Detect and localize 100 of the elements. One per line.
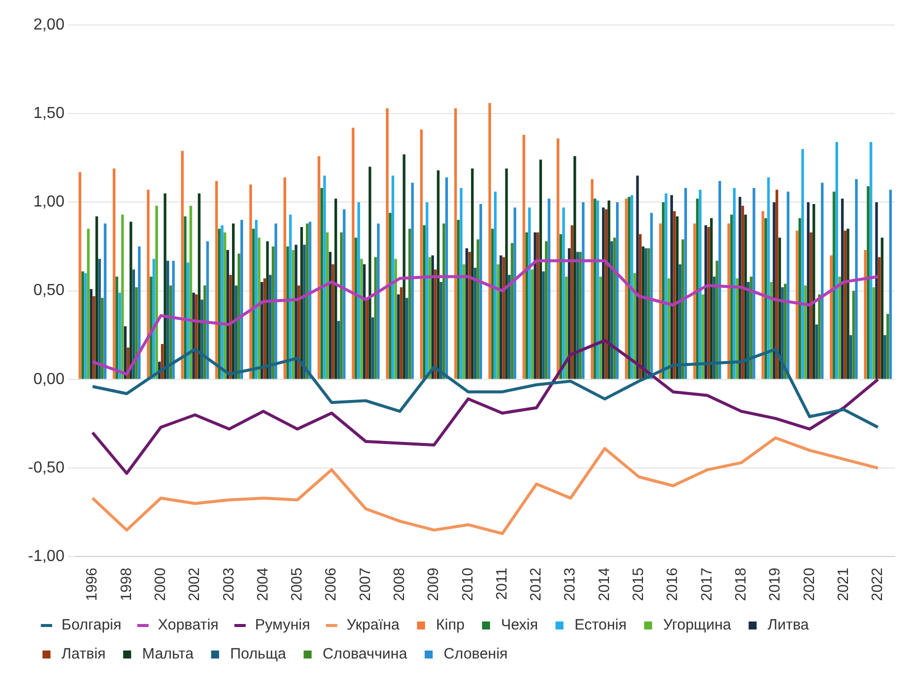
bar <box>733 188 736 379</box>
bar <box>659 223 662 379</box>
legend-label: Польща <box>230 646 287 663</box>
x-tick-label: 2016 <box>664 568 682 602</box>
bar <box>232 223 235 379</box>
bar <box>146 190 150 379</box>
bar <box>394 258 397 379</box>
bar <box>388 212 392 379</box>
bar <box>542 271 545 379</box>
y-tick-label: -0,50 <box>28 459 65 476</box>
bar <box>830 255 833 379</box>
bar <box>810 232 812 379</box>
bar <box>292 250 295 379</box>
bar <box>445 177 448 379</box>
bar <box>514 208 516 379</box>
bar <box>693 223 696 379</box>
bar <box>402 154 406 379</box>
x-tick-label: 1996 <box>84 568 101 602</box>
bar <box>172 260 175 379</box>
bar <box>400 287 403 379</box>
bar <box>84 273 87 379</box>
y-tick-label: 1,00 <box>33 194 65 211</box>
x-tick-label: 2012 <box>528 568 545 602</box>
bar <box>878 257 881 379</box>
bar <box>602 208 605 379</box>
bar <box>92 296 96 379</box>
x-tick-label: 2004 <box>254 568 272 602</box>
bar <box>866 186 870 379</box>
bar <box>636 176 639 379</box>
bar <box>849 335 852 379</box>
bar <box>135 287 138 379</box>
bar <box>818 294 821 379</box>
bar <box>479 204 482 379</box>
bar <box>673 211 676 379</box>
bar <box>544 241 548 379</box>
bar <box>880 238 884 379</box>
bar <box>548 198 550 379</box>
bar <box>738 196 742 379</box>
x-tick-label: 2015 <box>630 568 648 602</box>
x-tick-label: 2019 <box>766 568 784 602</box>
bar <box>354 238 358 379</box>
bar <box>352 128 354 379</box>
bar <box>283 177 286 379</box>
bar <box>594 198 596 379</box>
bar <box>525 232 528 379</box>
bar <box>104 223 106 379</box>
x-tick-label: 2010 <box>459 568 476 602</box>
bar <box>522 134 526 379</box>
bar <box>252 228 255 379</box>
bar <box>684 188 687 379</box>
bar <box>186 262 190 379</box>
bar <box>332 264 334 379</box>
bar <box>608 200 610 379</box>
bar <box>508 274 511 379</box>
y-tick-label: -1,00 <box>28 548 65 566</box>
y-tick-label: 1,50 <box>33 105 65 122</box>
bar <box>727 223 730 379</box>
bar <box>502 257 506 379</box>
bar <box>436 170 440 379</box>
bar <box>240 220 244 379</box>
bar <box>368 166 372 379</box>
bar <box>573 156 576 379</box>
x-tick-label: 2014 <box>596 568 613 602</box>
bar <box>596 200 600 379</box>
bar <box>582 202 585 379</box>
bar <box>215 180 218 379</box>
bar <box>289 214 292 379</box>
legend-label: Хорватія <box>158 616 219 634</box>
bar <box>534 232 536 379</box>
x-tick-label: 2020 <box>800 568 818 602</box>
bar <box>274 223 278 379</box>
bar <box>820 182 824 379</box>
bar <box>613 238 616 379</box>
x-tick-label: 2017 <box>698 568 716 602</box>
bar <box>258 238 260 379</box>
bar <box>852 290 855 379</box>
bar <box>556 138 560 379</box>
bar <box>272 246 274 379</box>
bar <box>752 188 756 379</box>
x-tick-label: 2011 <box>493 568 510 600</box>
bar <box>460 188 462 379</box>
bar <box>889 190 892 379</box>
bar <box>872 287 876 379</box>
bar <box>294 244 298 379</box>
bar <box>812 204 816 379</box>
x-tick-label: 2022 <box>869 568 886 602</box>
bar <box>590 179 594 379</box>
bar <box>229 274 232 379</box>
bar <box>744 214 747 379</box>
bar <box>870 142 872 379</box>
bar <box>374 257 377 379</box>
x-tick-label: 2005 <box>288 568 306 602</box>
bar <box>730 214 733 379</box>
bar <box>224 232 226 379</box>
bar <box>630 195 634 379</box>
bar <box>189 206 192 379</box>
bar <box>98 258 101 379</box>
bar <box>206 241 209 379</box>
bar <box>718 180 722 379</box>
bar <box>397 294 400 379</box>
